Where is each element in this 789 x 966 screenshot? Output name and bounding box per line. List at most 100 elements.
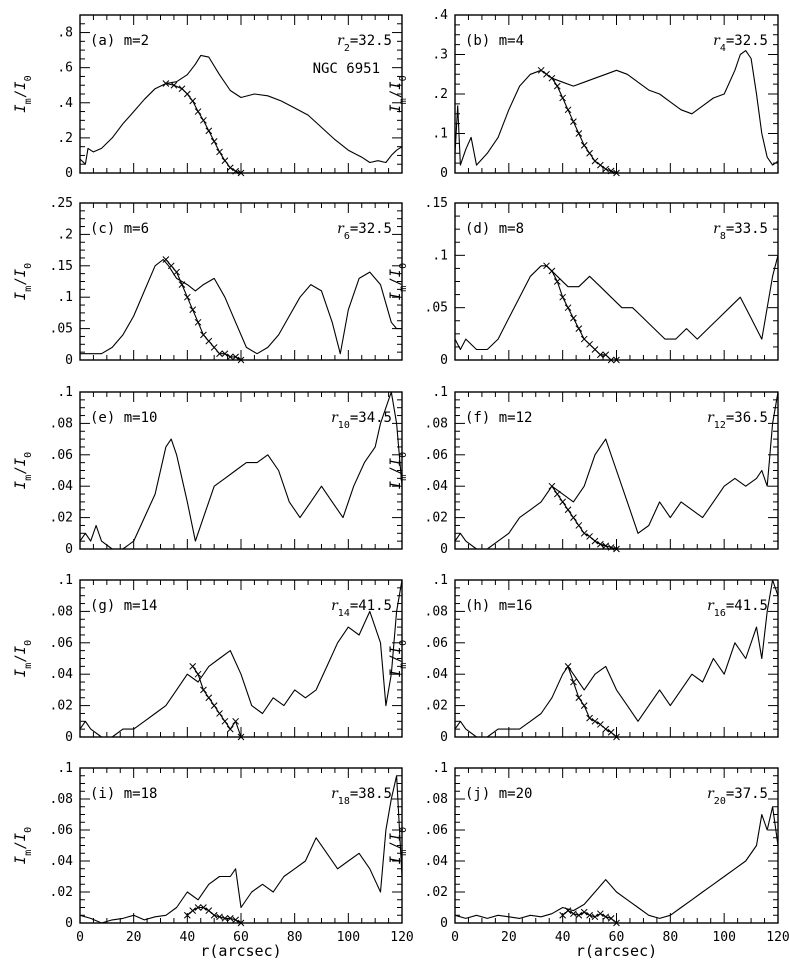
x-marker bbox=[564, 106, 572, 114]
x-marker bbox=[237, 919, 245, 927]
y-tick-label: .2 bbox=[57, 227, 73, 242]
series-line bbox=[454, 50, 779, 166]
x-marker bbox=[607, 914, 615, 922]
x-marker bbox=[232, 353, 239, 361]
series-line bbox=[454, 391, 779, 550]
y-tick-label: 0 bbox=[65, 542, 73, 557]
y-axis-label: Im/I0 bbox=[13, 640, 34, 677]
x-tick-label: 0 bbox=[76, 930, 84, 945]
y-tick-label: .02 bbox=[50, 511, 73, 526]
radius-subscript: 20 bbox=[714, 796, 726, 807]
x-marker bbox=[607, 728, 615, 736]
x-marker bbox=[575, 130, 583, 137]
x-marker bbox=[607, 544, 615, 551]
y-tick-label: .02 bbox=[425, 511, 448, 526]
x-marker bbox=[178, 281, 186, 288]
x-marker bbox=[200, 686, 207, 694]
x-marker bbox=[586, 533, 593, 540]
panel-i: 0 .02 .04 .06 .08 .1 0 20 40 60 80 100 120 r(arcsec) I… bbox=[13, 761, 414, 960]
x-marker bbox=[232, 916, 239, 924]
y-tick-label: 0 bbox=[65, 730, 73, 745]
x-tick-label: 40 bbox=[180, 930, 196, 945]
panel-a: 0 .2 .4 .6 .8 Im/I0 (a) m=2 r2=32.5 NGC 6951 bbox=[13, 14, 403, 181]
x-marker bbox=[602, 913, 610, 921]
x-marker bbox=[580, 908, 588, 916]
x-marker bbox=[189, 97, 197, 105]
radius-label: r2=32.5 bbox=[337, 33, 392, 54]
x-axis-label: r(arcsec) bbox=[576, 942, 657, 960]
x-marker bbox=[570, 678, 577, 686]
panel-label: (f) m=12 bbox=[465, 410, 532, 426]
y-tick-label: .04 bbox=[425, 667, 449, 682]
series-line bbox=[454, 806, 779, 919]
x-marker bbox=[221, 717, 229, 725]
series-line bbox=[454, 579, 779, 738]
radius-label: r6=32.5 bbox=[337, 221, 392, 242]
panel-label: (a) m=2 bbox=[90, 33, 149, 49]
y-tick-label: .4 bbox=[57, 96, 73, 111]
y-tick-label: .02 bbox=[425, 885, 448, 900]
x-marker bbox=[167, 262, 175, 270]
x-marker bbox=[173, 268, 180, 276]
x-marker bbox=[575, 911, 583, 919]
y-tick-label: .2 bbox=[432, 87, 448, 102]
y-tick-label: .1 bbox=[432, 761, 448, 776]
panel-g: 0 .02 .04 .06 .08 .1 Im/I0 (g) m=14 r14=41.5 bbox=[13, 573, 403, 745]
y-tick-label: .04 bbox=[50, 854, 74, 869]
y-tick-label: .08 bbox=[425, 604, 448, 619]
x-marker bbox=[543, 70, 550, 78]
x-marker bbox=[226, 914, 234, 922]
radius-label: r18=38.5 bbox=[331, 786, 392, 807]
y-tick-label: .1 bbox=[57, 761, 73, 776]
galaxy-label: NGC 6951 bbox=[313, 61, 380, 77]
x-tick-label: 100 bbox=[712, 930, 735, 945]
x-marker bbox=[237, 356, 245, 364]
x-marker bbox=[553, 82, 561, 90]
series-line bbox=[79, 391, 403, 550]
y-tick-label: .25 bbox=[50, 196, 73, 211]
y-axis-label: Im/I0 bbox=[13, 452, 34, 489]
y-tick-label: 0 bbox=[440, 353, 448, 368]
x-marker bbox=[194, 670, 202, 678]
y-tick-label: .1 bbox=[432, 127, 448, 142]
x-marker bbox=[564, 662, 572, 670]
y-tick-label: .02 bbox=[50, 699, 73, 714]
x-marker bbox=[553, 278, 561, 285]
series-crossed-line bbox=[540, 69, 778, 174]
y-tick-label: .06 bbox=[50, 823, 73, 838]
x-marker bbox=[210, 702, 218, 709]
panel-label: (b) m=4 bbox=[465, 33, 524, 49]
y-axis-label: Im/I0 bbox=[388, 75, 409, 112]
x-tick-label: 120 bbox=[390, 930, 413, 945]
y-tick-label: .08 bbox=[50, 792, 73, 807]
x-tick-label: 80 bbox=[287, 930, 303, 945]
y-axis-label: Im/I0 bbox=[13, 75, 34, 112]
x-marker bbox=[194, 904, 202, 911]
x-marker bbox=[205, 694, 213, 702]
y-axis-label: Im/I0 bbox=[388, 263, 409, 300]
x-tick-label: 20 bbox=[501, 930, 517, 945]
x-tick-label: 100 bbox=[337, 930, 360, 945]
panel-label: (h) m=16 bbox=[465, 598, 532, 614]
x-marker bbox=[232, 717, 239, 725]
x-marker bbox=[607, 356, 615, 364]
y-tick-label: .3 bbox=[432, 48, 448, 63]
panel-e: 0 .02 .04 .06 .08 .1 Im/I0 (e) m=10 r10=34.5 bbox=[13, 385, 403, 557]
x-marker bbox=[613, 919, 620, 927]
radius-subscript: 8 bbox=[720, 231, 726, 242]
x-marker bbox=[586, 149, 593, 157]
x-tick-label: 0 bbox=[451, 930, 459, 945]
y-tick-label: .1 bbox=[57, 385, 73, 400]
y-tick-label: .1 bbox=[57, 573, 73, 588]
x-marker bbox=[194, 108, 202, 115]
x-marker bbox=[596, 351, 604, 359]
y-tick-label: .06 bbox=[425, 636, 448, 651]
radius-subscript: 2 bbox=[344, 43, 350, 54]
x-marker bbox=[226, 353, 234, 361]
x-marker bbox=[596, 721, 604, 728]
x-marker bbox=[580, 335, 588, 343]
x-marker bbox=[586, 340, 593, 348]
y-tick-label: .06 bbox=[50, 636, 73, 651]
panel-d: 0 .05 .1 .15 Im/I0 (d) m=8 r8=33.5 bbox=[388, 196, 779, 368]
